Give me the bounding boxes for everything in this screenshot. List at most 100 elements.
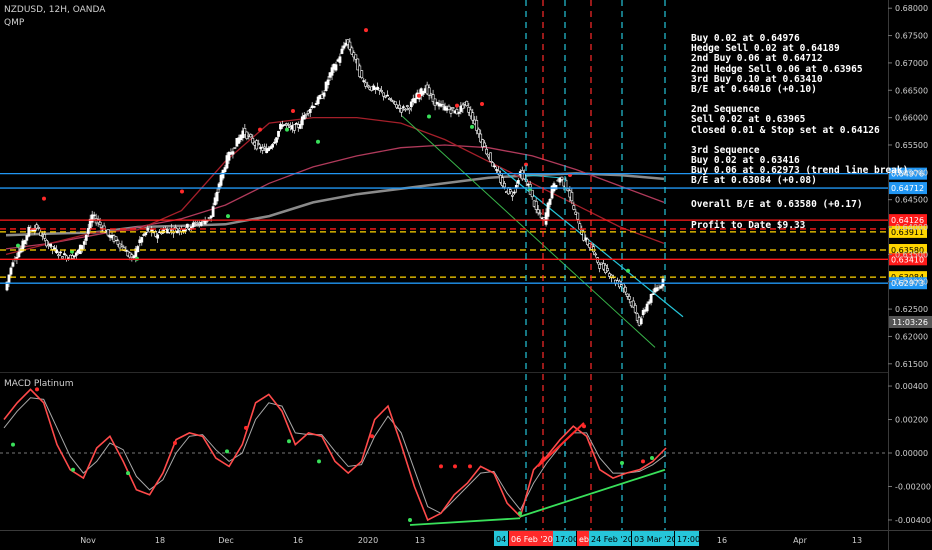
candle-body: [106, 229, 110, 236]
candle-body: [544, 212, 548, 225]
candle-body: [455, 109, 459, 115]
marker-time-label: 17:00: [677, 535, 700, 544]
note-line: Hedge Sell 0.02 at 0.64189: [691, 43, 840, 55]
marker-time-box: [494, 531, 508, 546]
candle-body: [493, 165, 496, 168]
marker-time-label: 24 Feb '20: [591, 535, 633, 544]
macd-dot-green: [620, 461, 624, 466]
candle-body: [11, 262, 15, 267]
candle-body: [43, 234, 47, 239]
candle-body: [120, 244, 124, 247]
candle-body: [441, 104, 445, 107]
macd-title: MACD Platinum: [4, 379, 74, 389]
macd-dot-red: [468, 464, 472, 469]
candle-body: [461, 104, 465, 109]
candle-body: [55, 249, 58, 254]
candle-body: [401, 106, 405, 108]
candle-body: [191, 222, 195, 228]
candle-body: [263, 146, 267, 149]
candle-body: [277, 130, 280, 137]
candle-body: [558, 178, 562, 183]
macd-dot-green: [225, 449, 229, 454]
candle-body: [538, 212, 542, 215]
candle-body: [320, 94, 324, 99]
candle-body: [243, 128, 247, 135]
macd-dot-green: [518, 511, 522, 516]
candle-body: [84, 234, 88, 241]
signal-dot-green: [226, 214, 230, 219]
candle-body: [655, 287, 659, 292]
candle-body: [193, 222, 197, 224]
time-tick-label: 18: [155, 536, 165, 545]
macd-dot-red: [173, 440, 177, 445]
candle-body: [271, 144, 274, 148]
candle-body: [641, 310, 645, 316]
candle-body: [342, 45, 346, 49]
price-tick-label: 0.66000: [895, 114, 928, 123]
candle-body: [80, 245, 84, 250]
macd-dot-green: [287, 439, 291, 444]
trade-notes: Buy 0.02 at 0.64976 Hedge Sell 0.02 at 0.…: [691, 33, 909, 231]
candle-body: [314, 103, 318, 105]
level-tag: [889, 167, 927, 180]
note-line: Buy 0.02 at 0.63416: [691, 155, 800, 167]
candle-body: [211, 206, 215, 217]
candle-body: [17, 251, 21, 258]
price-tick-label: 0.64000: [895, 223, 928, 232]
time-tick-label: Apr: [793, 536, 808, 545]
candle-body: [592, 246, 596, 253]
signal-dot-green: [16, 243, 20, 248]
candle-body: [185, 223, 189, 228]
note-line: Buy 0.06 at 0.62973 (trend line break): [691, 165, 909, 177]
ma-fast-line: [5, 116, 665, 256]
candle-body: [267, 147, 271, 151]
overall-be: Overall B/E at 0.63580 (+0.17): [691, 198, 863, 210]
candle-body: [378, 88, 381, 91]
candle-body: [140, 237, 144, 243]
candle-body: [388, 98, 391, 100]
candle-body: [449, 109, 453, 114]
candle-body: [98, 221, 102, 225]
candle-body: [572, 205, 576, 210]
notes-group-2: 2nd Sequence Sell 0.02 at 0.63965 Closed 0…: [691, 105, 908, 136]
candle-body: [651, 293, 655, 295]
candle-body: [237, 137, 241, 144]
level-tag: [889, 225, 927, 238]
candle-body: [475, 120, 479, 131]
candle-body: [510, 194, 514, 197]
candle-body: [257, 143, 261, 145]
marker-time-box: [509, 531, 553, 546]
candle-body: [548, 199, 552, 205]
candle-body: [223, 167, 227, 173]
time-axis[interactable]: Nov18Dec162020131716Apr1304 F06 Feb '201…: [80, 531, 862, 546]
candle-body: [269, 146, 272, 149]
candle-body: [116, 240, 120, 245]
candle-body: [160, 232, 163, 235]
macd-dot-red: [370, 434, 374, 439]
candle-body: [360, 70, 364, 78]
candle-body: [623, 286, 627, 293]
price-tick-label: 0.65500: [895, 141, 928, 150]
marker-time-box: [675, 531, 699, 546]
candle-body: [298, 123, 302, 129]
signal-dot-green: [528, 186, 532, 191]
price-levels[interactable]: 0.649760.647120.641260.639650.639110.635…: [0, 167, 932, 328]
candle-body: [659, 285, 663, 289]
marker-time-box: [632, 531, 674, 546]
candle-body: [586, 238, 590, 246]
price-tick-label: 0.67500: [895, 32, 928, 41]
notes-group-3: 3rd Sequence Buy 0.02 at 0.63416 Buy 0.06 …: [691, 145, 909, 187]
price-axis[interactable]: 0.68000 0.67500 0.67000 0.66500 0.66000 0.655…: [888, 4, 931, 525]
candle-body: [90, 214, 94, 223]
signal-dot-red: [291, 109, 295, 114]
signal-dot-green: [316, 139, 320, 144]
level-tag-label: 0.63410: [891, 255, 924, 264]
marker-time-label: 03 Mar '20: [634, 535, 677, 544]
time-tick-label: Nov: [80, 536, 96, 545]
price-tick-label: 0.63500: [895, 250, 928, 259]
note-line: 3rd Buy 0.10 at 0.63410: [691, 73, 823, 85]
marker-time-label: 04 F: [496, 535, 514, 544]
note-line: Closed 0.01 & Stop set at 0.64126: [691, 124, 880, 136]
candle-body: [122, 247, 126, 252]
